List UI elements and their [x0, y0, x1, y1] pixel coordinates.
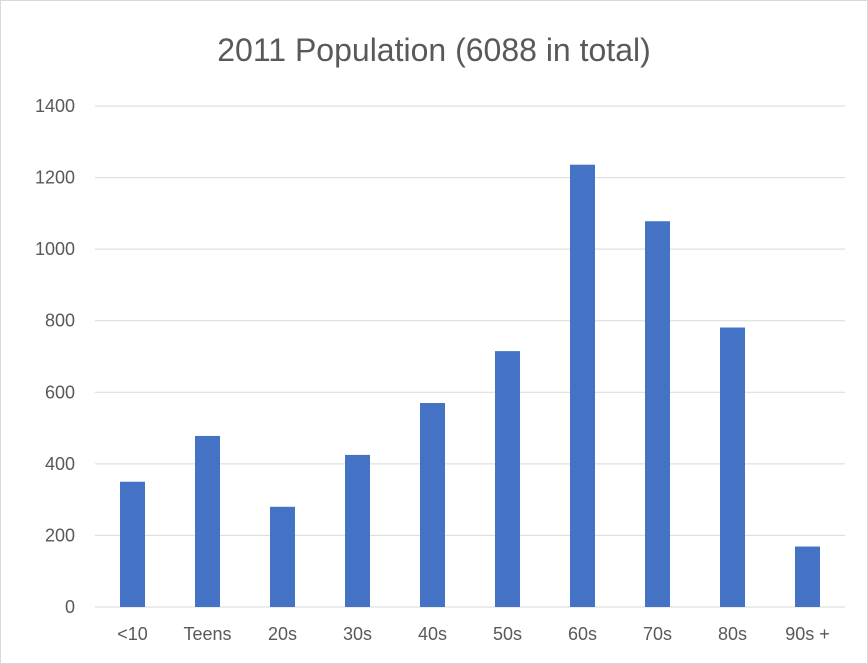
y-tick-label: 800: [45, 311, 75, 331]
chart-title: 2011 Population (6088 in total): [217, 32, 651, 68]
bar: [795, 546, 820, 607]
y-tick-label: 1200: [35, 168, 75, 188]
bar: [645, 221, 670, 608]
x-tick-label: 30s: [343, 624, 372, 644]
bar: [270, 506, 295, 607]
x-tick-label: <10: [117, 624, 148, 644]
x-tick-label: 50s: [493, 624, 522, 644]
y-tick-label: 1400: [35, 96, 75, 116]
x-tick-label: 70s: [643, 624, 672, 644]
x-tick-label: 40s: [418, 624, 447, 644]
x-tick-label: 60s: [568, 624, 597, 644]
bar: [195, 435, 220, 607]
x-tick-label: 90s +: [785, 624, 830, 644]
bar: [120, 481, 145, 607]
bar: [495, 351, 520, 607]
bar: [570, 164, 595, 607]
y-tick-label: 1000: [35, 239, 75, 259]
x-tick-label: Teens: [183, 624, 231, 644]
bar: [420, 403, 445, 607]
x-tick-label: 80s: [718, 624, 747, 644]
y-tick-label: 400: [45, 454, 75, 474]
bar: [345, 454, 370, 607]
y-tick-label: 0: [65, 597, 75, 617]
x-tick-label: 20s: [268, 624, 297, 644]
bar: [720, 327, 745, 607]
y-tick-label: 200: [45, 525, 75, 545]
y-tick-label: 600: [45, 382, 75, 402]
